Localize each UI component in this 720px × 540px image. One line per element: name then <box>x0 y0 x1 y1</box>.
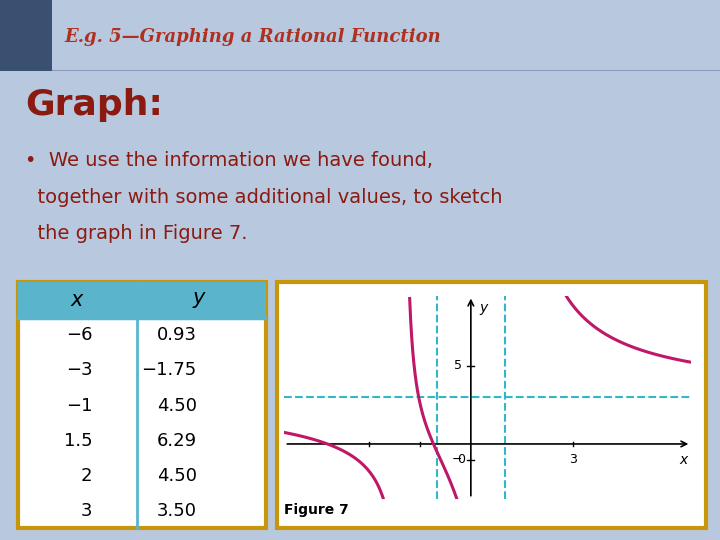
Text: −1: −1 <box>66 396 92 415</box>
Bar <box>18 282 266 528</box>
Text: 5: 5 <box>454 360 462 373</box>
Text: $x$: $x$ <box>679 453 690 467</box>
Text: 0: 0 <box>456 453 464 465</box>
Text: 0.93: 0.93 <box>157 326 197 345</box>
Text: 2: 2 <box>81 467 92 485</box>
Text: −6: −6 <box>66 326 92 345</box>
Text: 6.29: 6.29 <box>157 431 197 450</box>
Text: E.g. 5—Graphing a Rational Function: E.g. 5—Graphing a Rational Function <box>65 28 441 46</box>
Bar <box>0 0 52 71</box>
Text: $y$: $y$ <box>192 290 207 310</box>
Text: 3: 3 <box>569 453 577 465</box>
Text: 4.50: 4.50 <box>157 467 197 485</box>
Text: 3.50: 3.50 <box>157 502 197 519</box>
Text: 1.5: 1.5 <box>64 431 92 450</box>
Text: $y$: $y$ <box>480 302 490 316</box>
Text: Graph:: Graph: <box>25 87 163 122</box>
Text: •  We use the information we have found,: • We use the information we have found, <box>25 151 433 170</box>
Text: 3: 3 <box>81 502 92 519</box>
Text: together with some additional values, to sketch: together with some additional values, to… <box>25 187 503 206</box>
Text: −3: −3 <box>66 361 92 380</box>
Bar <box>277 282 706 528</box>
Bar <box>18 282 266 318</box>
Text: −1.75: −1.75 <box>142 361 197 380</box>
Text: −: − <box>452 453 462 466</box>
Text: the graph in Figure 7.: the graph in Figure 7. <box>25 224 248 243</box>
Text: 4.50: 4.50 <box>157 396 197 415</box>
Text: $x$: $x$ <box>70 290 85 310</box>
Text: Figure 7: Figure 7 <box>284 503 349 517</box>
